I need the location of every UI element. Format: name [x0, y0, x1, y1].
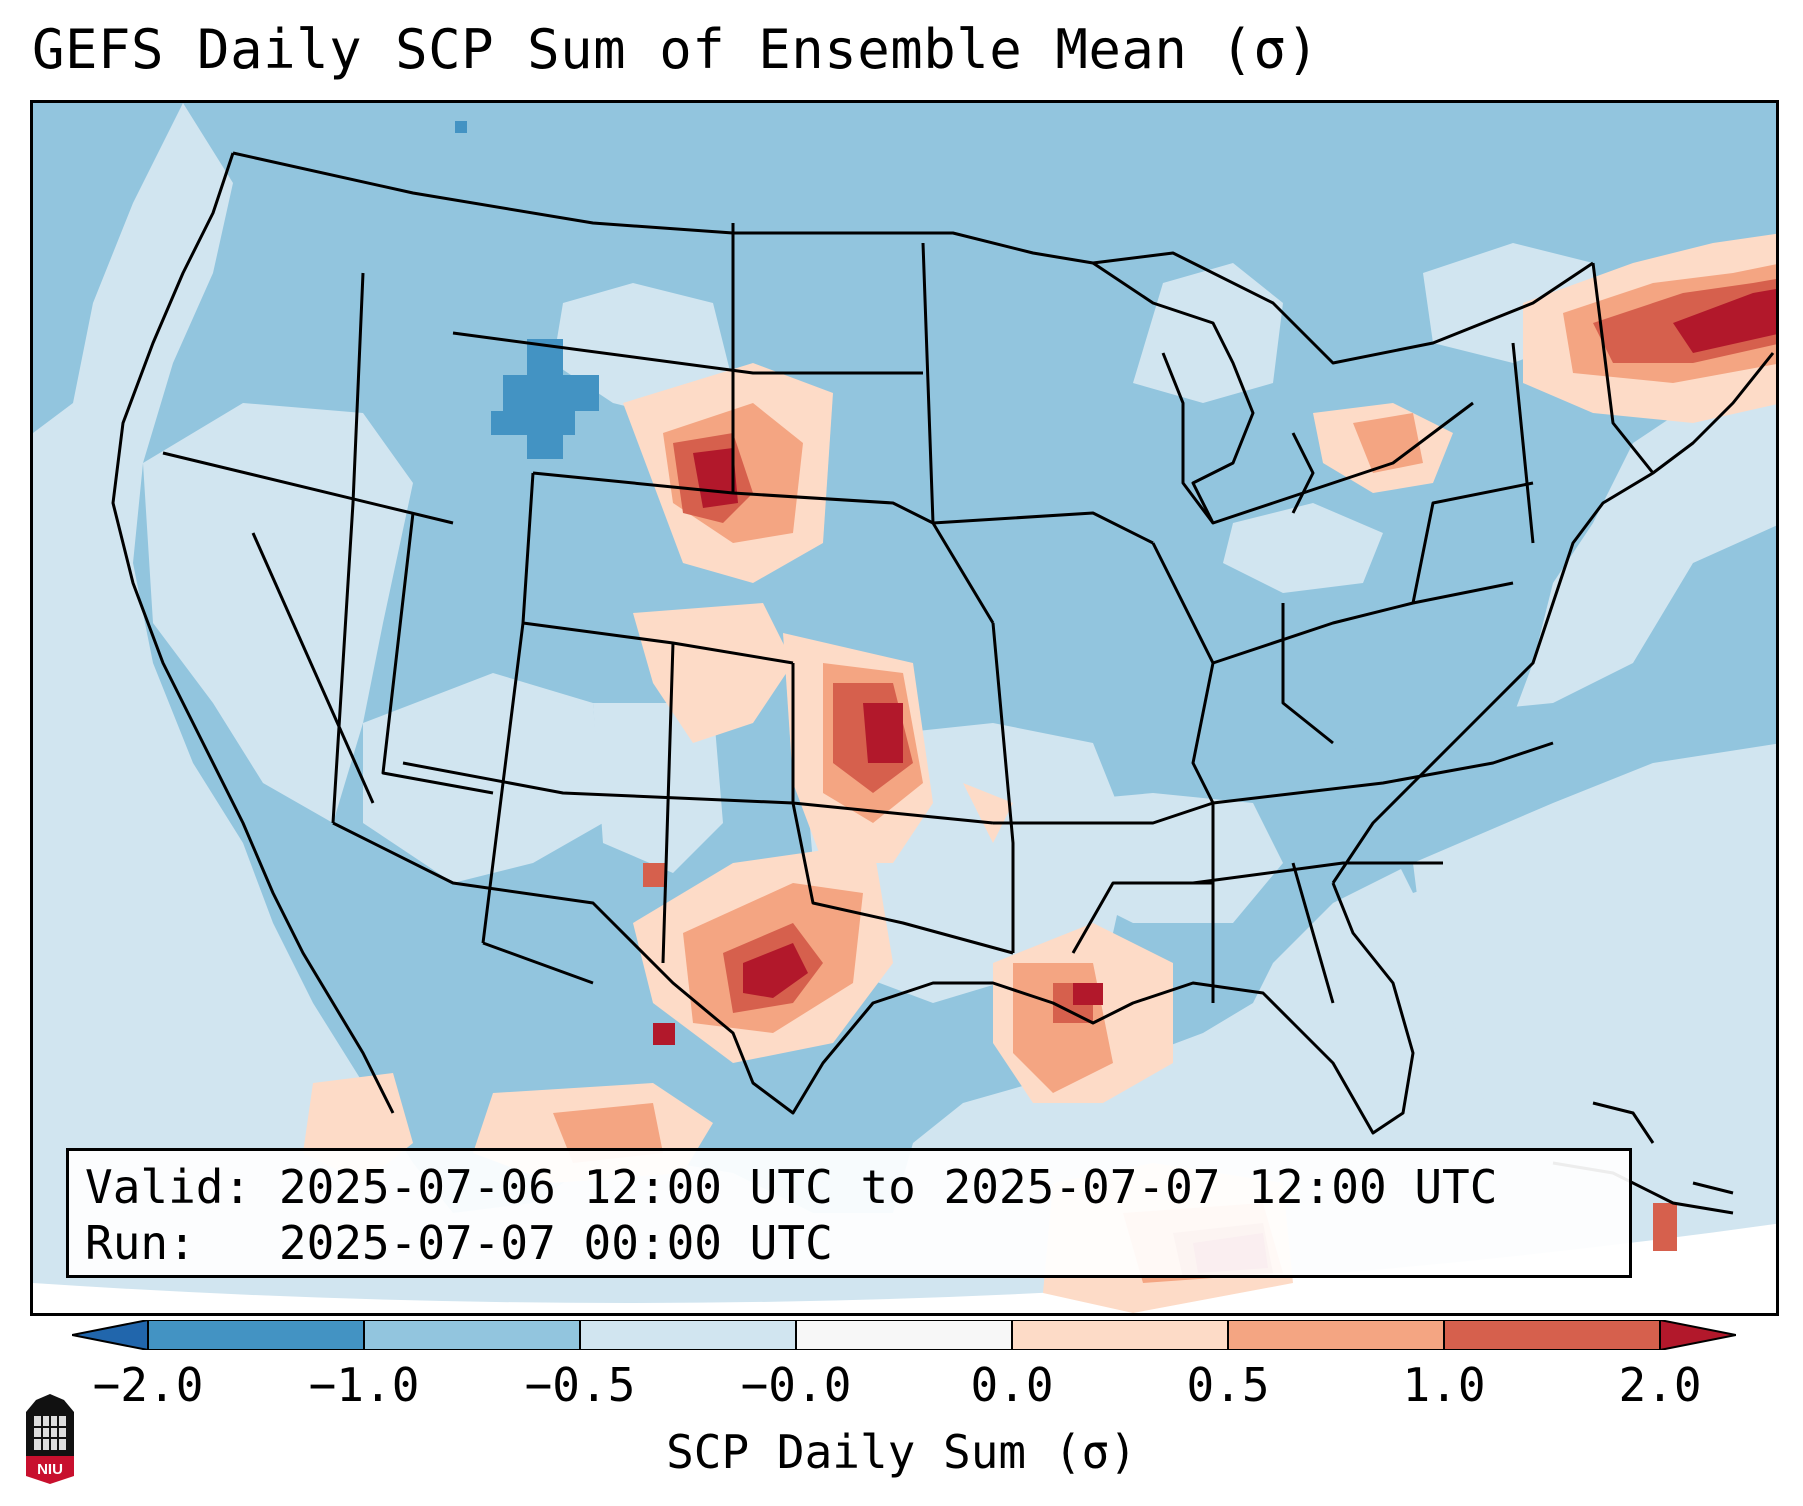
valid-run-box: Valid: 2025-07-06 12:00 UTC to 2025-07-0… [66, 1148, 1632, 1278]
valid-row: Valid: 2025-07-06 12:00 UTC to 2025-07-0… [85, 1159, 1613, 1215]
colorbar-tick: 0.5 [1186, 1358, 1270, 1412]
colorbar-tick: −0.0 [740, 1358, 852, 1412]
gulf-coast [332, 821, 1415, 1135]
east-coast [1331, 352, 1775, 884]
colorbar-tick: −2.0 [92, 1358, 204, 1412]
colorbar-bin-7 [1444, 1320, 1660, 1350]
map-canvas [33, 103, 1776, 1313]
logo-text: NIU [37, 1461, 63, 1478]
colorbar-bin-4 [796, 1320, 1012, 1350]
colorbar-extend-low [72, 1320, 148, 1350]
colorbar-tick: 1.0 [1402, 1358, 1486, 1412]
colorbar-bin-2 [364, 1320, 580, 1350]
colorbar-label: SCP Daily Sum (σ) [666, 1425, 1137, 1479]
colorbar-tick: −1.0 [308, 1358, 420, 1412]
run-label: Run: [85, 1216, 196, 1270]
west-coast [111, 152, 395, 1114]
great-lakes [1092, 261, 1474, 525]
colorbar-bin-1 [148, 1320, 364, 1350]
colorbar-bin-6 [1228, 1320, 1444, 1350]
colorbar-extend-high [1660, 1320, 1736, 1350]
run-row: Run: 2025-07-07 00:00 UTC [85, 1215, 1613, 1271]
colorbar-bin-5 [1012, 1320, 1228, 1350]
run-value: 2025-07-07 00:00 UTC [278, 1216, 833, 1270]
boundaries [111, 151, 1775, 1135]
map-panel [30, 100, 1779, 1316]
colorbar [72, 1320, 1736, 1350]
colorbar-tick: 0.0 [970, 1358, 1054, 1412]
projection-edge [33, 1223, 1776, 1313]
valid-value: 2025-07-06 12:00 UTC to 2025-07-07 12:00… [278, 1160, 1498, 1214]
colorbar-tick: −0.5 [524, 1358, 636, 1412]
colorbar-bin-3 [580, 1320, 796, 1350]
colorbar-tick: 2.0 [1618, 1358, 1702, 1412]
map-title: GEFS Daily SCP Sum of Ensemble Mean (σ) [32, 18, 1320, 81]
negative-anomaly [455, 121, 599, 459]
valid-label: Valid: [85, 1160, 252, 1214]
niu-logo: NIU [26, 1394, 74, 1484]
